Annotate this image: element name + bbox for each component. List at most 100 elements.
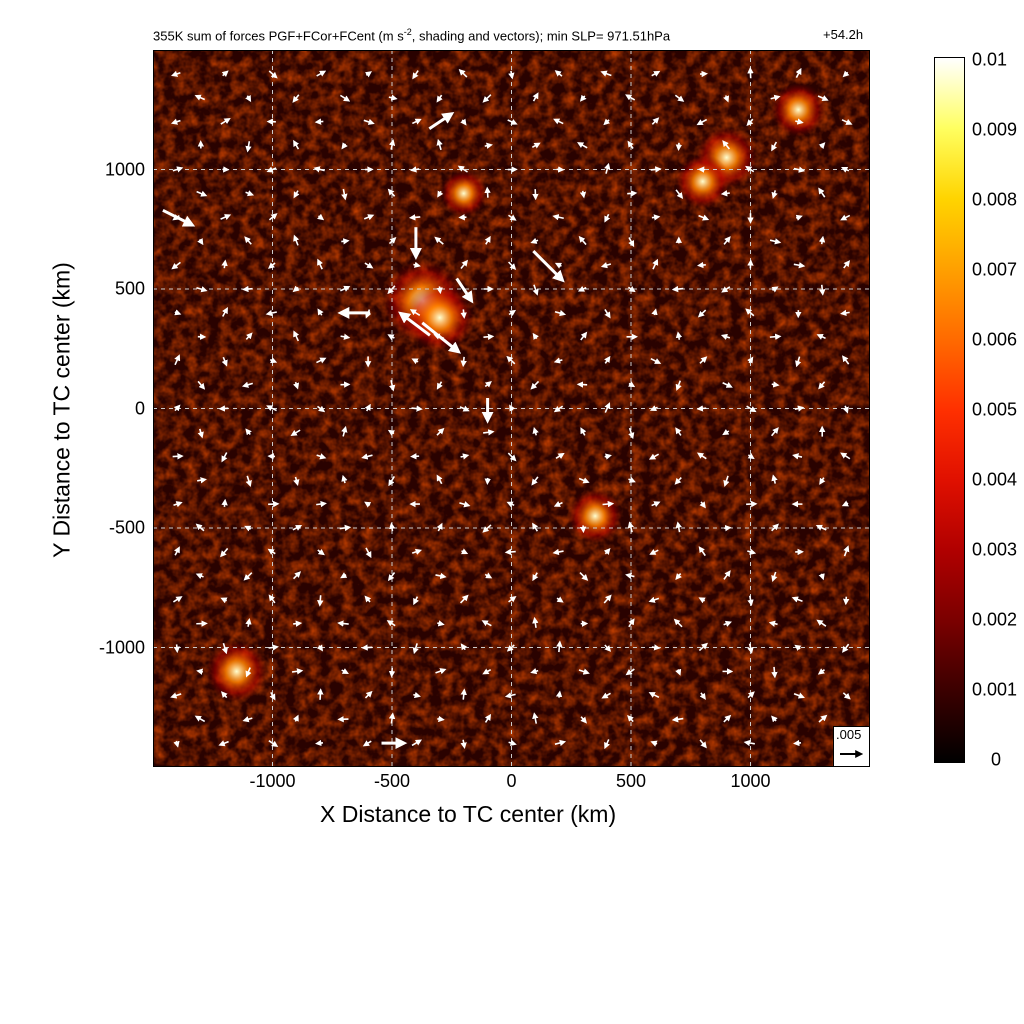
force-vector bbox=[196, 668, 204, 675]
force-vector bbox=[221, 259, 228, 269]
force-vector bbox=[625, 572, 635, 579]
plot-area bbox=[153, 50, 870, 767]
force-vector bbox=[484, 235, 491, 245]
force-vector bbox=[459, 594, 469, 604]
force-vector bbox=[509, 404, 516, 412]
force-vector bbox=[816, 333, 826, 340]
force-vector bbox=[771, 474, 778, 484]
force-vector bbox=[627, 140, 634, 149]
y-tick-label: -1000 bbox=[98, 637, 145, 657]
force-vector bbox=[314, 118, 324, 125]
force-vector bbox=[221, 452, 228, 463]
reference-vector-label: .005 bbox=[836, 727, 862, 742]
force-vector bbox=[337, 620, 349, 627]
force-vector bbox=[341, 425, 348, 437]
force-vector bbox=[339, 94, 351, 102]
force-vector bbox=[506, 644, 515, 652]
force-vector bbox=[484, 186, 491, 198]
force-vector bbox=[556, 640, 563, 653]
force-vector bbox=[841, 166, 850, 173]
force-vector bbox=[412, 70, 419, 80]
x-tick-label: -1000 bbox=[249, 771, 296, 791]
force-vector bbox=[530, 668, 539, 675]
force-vector bbox=[170, 118, 181, 125]
force-vector bbox=[794, 405, 805, 412]
force-vector bbox=[482, 524, 492, 533]
force-vector bbox=[364, 595, 372, 603]
force-vector bbox=[817, 95, 829, 102]
force-vector bbox=[793, 166, 806, 173]
force-vector bbox=[387, 188, 396, 197]
force-vector bbox=[508, 70, 515, 80]
force-vector bbox=[411, 405, 423, 412]
force-vector bbox=[531, 476, 539, 486]
force-vector bbox=[174, 354, 181, 366]
force-vector bbox=[437, 715, 445, 723]
force-vector bbox=[196, 286, 208, 293]
force-vector bbox=[388, 475, 396, 487]
force-vector bbox=[292, 571, 302, 580]
force-vector bbox=[580, 331, 588, 341]
force-vector bbox=[600, 262, 612, 269]
force-vector bbox=[220, 597, 228, 604]
force-vector bbox=[604, 309, 611, 319]
force-vector bbox=[410, 166, 420, 173]
force-vector bbox=[628, 427, 635, 440]
force-vector bbox=[651, 501, 661, 508]
force-vector bbox=[457, 165, 468, 173]
force-vector bbox=[603, 118, 611, 126]
force-vector bbox=[221, 642, 228, 655]
force-vector bbox=[795, 67, 802, 78]
force-vector bbox=[697, 261, 706, 269]
force-vector bbox=[316, 453, 327, 460]
force-vector bbox=[723, 620, 732, 627]
force-vector bbox=[269, 691, 276, 701]
force-vector bbox=[242, 716, 253, 723]
force-vector bbox=[245, 475, 252, 487]
force-vector bbox=[363, 118, 375, 125]
force-vector bbox=[651, 70, 661, 77]
force-vector bbox=[361, 453, 373, 460]
force-vector bbox=[747, 643, 754, 654]
force-vector bbox=[747, 548, 757, 555]
force-vector bbox=[843, 545, 850, 557]
force-vector bbox=[532, 284, 539, 296]
force-vector bbox=[484, 572, 493, 579]
force-vector bbox=[818, 187, 826, 198]
force-vector bbox=[292, 381, 300, 390]
force-vector bbox=[436, 474, 443, 485]
force-vector bbox=[481, 620, 492, 627]
force-vector bbox=[578, 668, 590, 675]
force-vector bbox=[244, 236, 252, 245]
colorbar-tick-label: 0.003 bbox=[972, 539, 1018, 560]
force-vector bbox=[413, 596, 419, 606]
colorbar-tick-label: 0.001 bbox=[972, 679, 1018, 700]
force-vector bbox=[771, 666, 778, 679]
force-vector bbox=[650, 740, 658, 747]
force-vector bbox=[386, 620, 396, 627]
force-vector bbox=[579, 190, 587, 199]
force-vector bbox=[627, 190, 638, 197]
force-vector bbox=[627, 715, 634, 723]
force-vector bbox=[628, 476, 636, 483]
force-vector bbox=[552, 214, 564, 221]
force-vector bbox=[292, 285, 300, 293]
force-vector bbox=[293, 620, 303, 627]
force-vector bbox=[818, 235, 826, 245]
force-vector bbox=[341, 238, 350, 245]
force-vector bbox=[843, 260, 851, 269]
force-vector bbox=[818, 714, 828, 723]
force-vector bbox=[720, 333, 731, 340]
force-vector bbox=[580, 716, 587, 724]
force-vector bbox=[292, 525, 303, 531]
force-vector bbox=[553, 118, 564, 125]
force-vector bbox=[194, 715, 206, 723]
force-vector bbox=[675, 521, 682, 533]
force-vector bbox=[364, 403, 371, 412]
force-vector bbox=[816, 619, 827, 627]
force-vector bbox=[387, 285, 396, 295]
force-vector bbox=[722, 429, 730, 436]
force-vector bbox=[364, 71, 373, 78]
force-vector bbox=[628, 237, 635, 248]
force-vector bbox=[769, 238, 782, 245]
